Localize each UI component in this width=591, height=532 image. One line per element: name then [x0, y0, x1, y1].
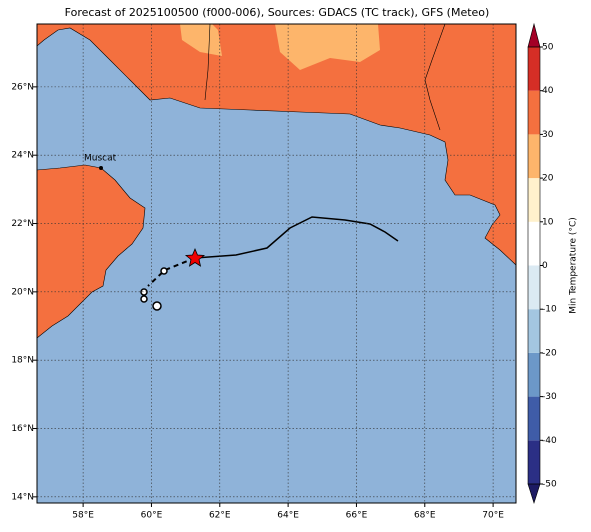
- x-tick-label: 58°E: [72, 511, 94, 521]
- y-tick-label: 22°N: [11, 219, 34, 229]
- map-frame: [36, 23, 517, 504]
- colorbar-over: [527, 22, 541, 48]
- colorbar-segment: [528, 134, 540, 179]
- colorbar-under: [527, 483, 541, 504]
- land-oman: [36, 164, 146, 339]
- x-tick-label: 66°E: [346, 511, 368, 521]
- colorbar-tick-label: 20: [542, 174, 554, 184]
- colorbar-tick-label: 10: [542, 217, 554, 227]
- y-tick-label: 16°N: [11, 424, 34, 434]
- colorbar-tick-label: 0: [542, 261, 548, 271]
- track-point: [152, 301, 162, 311]
- y-tick-label: 14°N: [11, 492, 34, 502]
- colorbar-tick-label: -30: [542, 392, 557, 402]
- current-position: [184, 247, 206, 267]
- colorbar: [527, 22, 543, 504]
- colorbar-tick-label: 30: [542, 130, 554, 140]
- x-tick-label: 60°E: [141, 511, 163, 521]
- colorbar-label: Min Temperature (°C): [569, 217, 579, 314]
- city-label: Muscat: [84, 154, 117, 164]
- grid: [33, 24, 516, 507]
- colorbar-segment: [528, 47, 540, 91]
- colorbar-tick-label: -10: [542, 305, 557, 315]
- track-point: [140, 295, 148, 303]
- track-past: [147, 257, 196, 287]
- land-north: [36, 23, 517, 266]
- colorbar-tick-label: 50: [542, 43, 554, 53]
- map: Muscat: [36, 23, 517, 503]
- colorbar-segment: [528, 221, 540, 266]
- track-forecast: [194, 216, 399, 259]
- y-tick-label: 26°N: [11, 82, 34, 92]
- colorbar-segment: [528, 178, 540, 222]
- colorbar-tick-label: 40: [542, 86, 554, 96]
- y-tick-label: 18°N: [11, 356, 34, 366]
- y-tick-label: 24°N: [11, 151, 34, 161]
- land-warm-1: [180, 24, 222, 56]
- colorbar-segment: [528, 265, 540, 310]
- colorbar-segment: [528, 90, 540, 135]
- land-warm-2: [275, 24, 380, 70]
- colorbar-segment: [528, 352, 540, 397]
- x-tick-label: 70°E: [482, 511, 504, 521]
- colorbar-tick-label: -20: [542, 348, 557, 358]
- colorbar-tick-label: -40: [542, 436, 557, 446]
- city-dot: [99, 166, 103, 170]
- colorbar-segment: [528, 396, 540, 441]
- track-point: [160, 267, 168, 275]
- x-tick-label: 62°E: [209, 511, 231, 521]
- x-tick-label: 64°E: [277, 511, 299, 521]
- y-tick-label: 20°N: [11, 287, 34, 297]
- colorbar-tick-label: -50: [542, 480, 557, 490]
- colorbar-segment: [528, 309, 540, 353]
- x-tick-label: 68°E: [414, 511, 436, 521]
- title: Forecast of 2025100500 (f000-006), Sourc…: [65, 6, 490, 19]
- colorbar-segment: [528, 440, 540, 484]
